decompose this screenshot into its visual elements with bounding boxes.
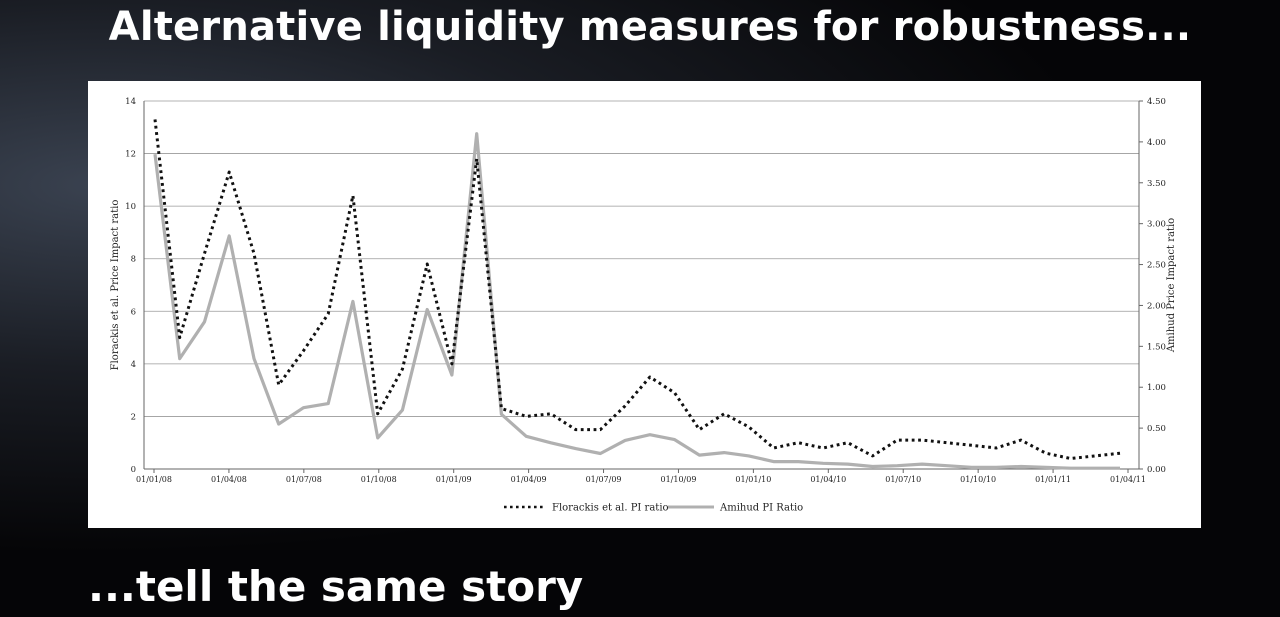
- x-tick-label: 01/07/08: [286, 475, 322, 484]
- right-axis-label: Amihud Price Impact ratio: [1166, 218, 1177, 353]
- legend-label-amihud: Amihud PI Ratio: [719, 503, 803, 514]
- slide-title: Alternative liquidity measures for robus…: [108, 4, 1192, 50]
- x-tick-label: 01/01/11: [1035, 475, 1071, 484]
- right-tick-label: 2.50: [1147, 261, 1166, 271]
- right-tick-label: 2.00: [1147, 301, 1166, 311]
- x-tick-label: 01/01/09: [436, 475, 472, 484]
- x-tick-label: 01/04/11: [1110, 475, 1146, 484]
- x-tick-label: 01/07/10: [885, 475, 921, 484]
- left-axis-label: Florackis et al. Price Impact ratio: [110, 200, 121, 371]
- series-layer: [153, 119, 1121, 470]
- x-tick-label: 01/10/10: [960, 475, 996, 484]
- left-tick-label: 10: [125, 202, 136, 212]
- x-tick-label: 01/10/09: [660, 475, 696, 484]
- legend: Florackis et al. PI ratio Amihud PI Rati…: [504, 503, 803, 514]
- x-tick-label: 01/10/08: [361, 475, 397, 484]
- x-tick-label: 01/04/09: [511, 475, 547, 484]
- left-tick-label: 4: [131, 360, 136, 370]
- series-line-amihud: [153, 132, 1120, 470]
- x-axis-ticks: 01/01/08 01/04/08 01/07/08 01/10/08 01/01/09…: [136, 469, 1146, 484]
- x-tick-label: 01/04/10: [810, 475, 846, 484]
- line-chart: 0 2 4 6 8 10 12 14 0.00 0.50 1.00 1.50 2.00 2.50 3.00…: [110, 97, 1177, 514]
- left-tick-label: 0: [131, 465, 136, 475]
- right-tick-label: 4.50: [1147, 97, 1166, 107]
- series-line-florackis: [153, 119, 1121, 460]
- left-tick-label: 12: [125, 150, 136, 160]
- x-tick-label: 01/07/09: [586, 475, 622, 484]
- right-tick-label: 1.00: [1147, 383, 1166, 393]
- grid-lines: [144, 100, 1139, 417]
- left-tick-label: 2: [131, 412, 136, 422]
- right-tick-label: 0.50: [1147, 424, 1166, 434]
- left-tick-label: 8: [131, 255, 136, 265]
- left-tick-label: 14: [125, 97, 136, 107]
- right-tick-label: 0.00: [1147, 465, 1166, 475]
- slide-subtitle: ...tell the same story: [88, 562, 584, 611]
- left-axis-ticks: 0 2 4 6 8 10 12 14: [125, 97, 136, 475]
- legend-label-florackis: Florackis et al. PI ratio: [552, 503, 669, 514]
- chart-panel: 0 2 4 6 8 10 12 14 0.00 0.50 1.00 1.50 2.00 2.50 3.00…: [88, 81, 1201, 528]
- x-tick-label: 01/04/08: [211, 475, 247, 484]
- x-tick-label: 01/01/10: [735, 475, 771, 484]
- x-tick-label: 01/01/08: [136, 475, 172, 484]
- right-axis-ticks: 0.00 0.50 1.00 1.50 2.00 2.50 3.00 3.50 4.00 4.50: [1139, 97, 1166, 475]
- left-tick-label: 6: [131, 307, 136, 317]
- right-tick-label: 3.00: [1147, 220, 1166, 230]
- right-tick-label: 1.50: [1147, 342, 1166, 352]
- right-tick-label: 3.50: [1147, 179, 1166, 189]
- right-tick-label: 4.00: [1147, 138, 1166, 148]
